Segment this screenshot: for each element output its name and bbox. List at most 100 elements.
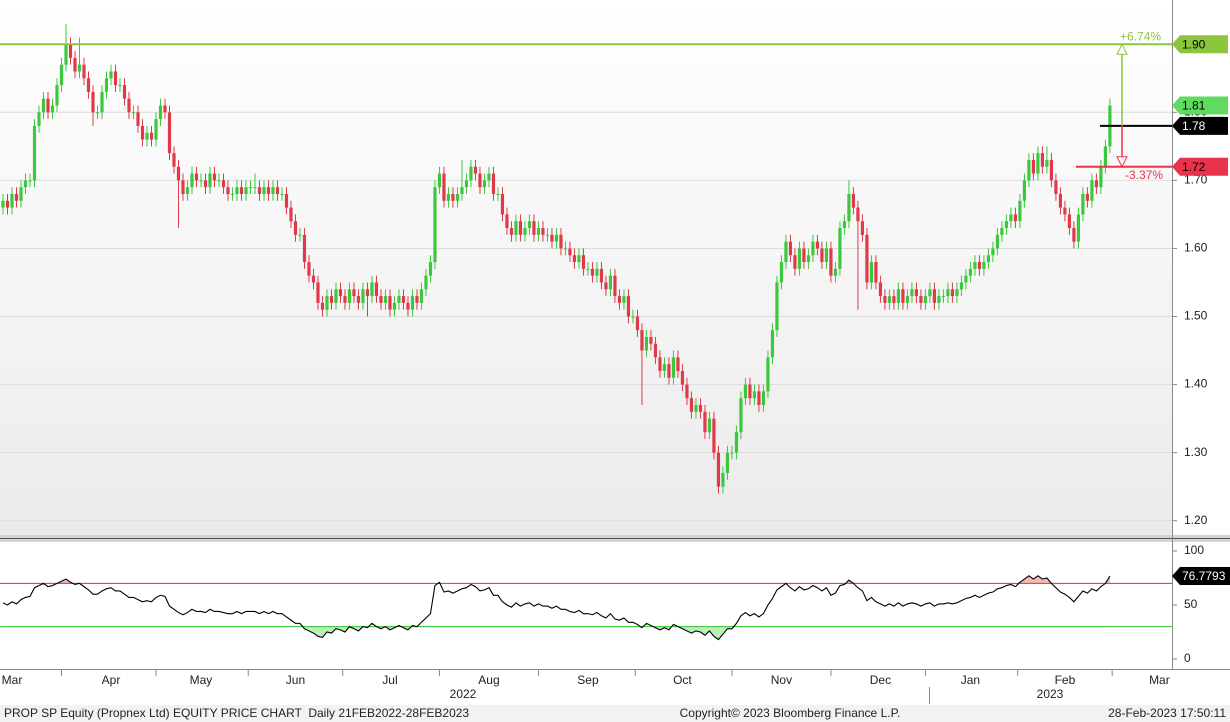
candle-body — [487, 173, 491, 181]
x-tick-label: Mar — [1149, 673, 1170, 687]
candle-body — [46, 98, 50, 113]
candle-body — [190, 173, 194, 188]
candle-body — [226, 187, 230, 194]
candle-body — [865, 234, 869, 283]
candle-body — [1076, 214, 1081, 242]
candle-body — [338, 289, 343, 297]
candle-body — [532, 221, 536, 235]
candle-body — [68, 44, 73, 58]
candle-body — [658, 357, 662, 371]
candle-body — [5, 200, 10, 208]
candle-body — [379, 296, 383, 303]
candle-body — [316, 282, 320, 303]
candle-body — [325, 296, 329, 310]
candle-body — [149, 132, 154, 140]
candle-body — [1013, 214, 1018, 222]
candle-body — [707, 418, 712, 433]
candle-body — [725, 452, 730, 474]
arrow-head — [1116, 156, 1128, 168]
y-tick-label: 50 — [1184, 597, 1198, 611]
timestamp: 28-Feb-2023 17:50:11 — [1108, 706, 1226, 720]
candle-body — [829, 248, 833, 276]
candle-body — [599, 268, 604, 283]
candle-body — [1090, 180, 1094, 201]
candle-body — [797, 248, 802, 269]
candle-body — [1, 200, 5, 208]
candle-body — [329, 296, 334, 303]
candle-body — [1094, 180, 1099, 188]
candle-body — [397, 296, 401, 303]
candle-body — [401, 296, 406, 303]
candle-body — [622, 296, 626, 303]
candle-body — [266, 187, 271, 194]
candle-body — [811, 241, 815, 256]
candle-body — [554, 234, 559, 242]
price-tag — [1172, 157, 1228, 176]
candle-body — [1040, 153, 1045, 167]
price-tag-label: 1.81 — [1182, 99, 1206, 113]
candle-body — [73, 57, 77, 72]
x-tick-label: May — [190, 673, 213, 687]
copyright: Copyright© 2023 Bloomberg Finance L.P. — [680, 706, 901, 720]
candle-body — [613, 275, 617, 297]
candle-body — [1018, 200, 1022, 222]
candle-body — [644, 336, 649, 351]
candle-body — [289, 207, 293, 222]
candle-body — [212, 173, 217, 181]
candle-body — [784, 241, 788, 263]
candle-body — [505, 214, 509, 229]
candle-body — [208, 173, 212, 188]
candle-body — [352, 289, 356, 297]
x-tick-label: Oct — [673, 673, 692, 687]
candle-body — [883, 296, 887, 303]
candle-body — [1027, 159, 1031, 181]
year-label: 2022 — [450, 687, 477, 701]
candle-body — [158, 105, 163, 120]
candle-body — [518, 221, 523, 235]
candle-body — [118, 85, 122, 87]
candle-body — [847, 193, 851, 222]
candle-body — [721, 473, 725, 487]
candle-body — [293, 221, 298, 235]
price-tag-label: 1.78 — [1182, 119, 1206, 133]
candle-body — [230, 193, 235, 195]
candle-body — [172, 153, 176, 167]
candle-body — [176, 166, 181, 181]
candle-body — [932, 289, 937, 303]
candle-body — [1009, 214, 1013, 222]
candle-body — [635, 316, 640, 331]
candle-body — [19, 187, 23, 201]
candle-body — [545, 234, 550, 236]
candle-body — [662, 364, 667, 371]
candle-body — [50, 105, 55, 113]
candle-body — [761, 391, 766, 405]
price-panel — [0, 0, 1172, 535]
candle-body — [536, 228, 541, 235]
candle-body — [595, 268, 599, 276]
candle-body — [221, 180, 226, 188]
candle-body — [1085, 193, 1090, 201]
change-label: +6.74% — [1120, 29, 1161, 43]
candle-body — [950, 289, 955, 297]
candle-body — [995, 234, 1000, 249]
candle-body — [1022, 180, 1027, 201]
candle-body — [122, 85, 127, 99]
candle-body — [433, 187, 437, 263]
candle-body — [739, 398, 743, 433]
candle-body — [64, 44, 68, 65]
candle-body — [496, 193, 500, 195]
price-tag — [1172, 35, 1228, 54]
y-tick-label: 100 — [1184, 543, 1204, 557]
candle-body — [730, 452, 734, 454]
candle-body — [842, 221, 847, 229]
candle-body — [415, 296, 419, 303]
x-tick-label: Nov — [771, 673, 792, 687]
candle-body — [59, 64, 64, 86]
candle-body — [649, 336, 653, 344]
y-tick-label: 1.50 — [1184, 309, 1208, 323]
candle-body — [779, 262, 784, 283]
candle-body — [905, 296, 910, 303]
candle-body — [469, 166, 473, 181]
x-tick-label: Mar — [2, 673, 23, 687]
